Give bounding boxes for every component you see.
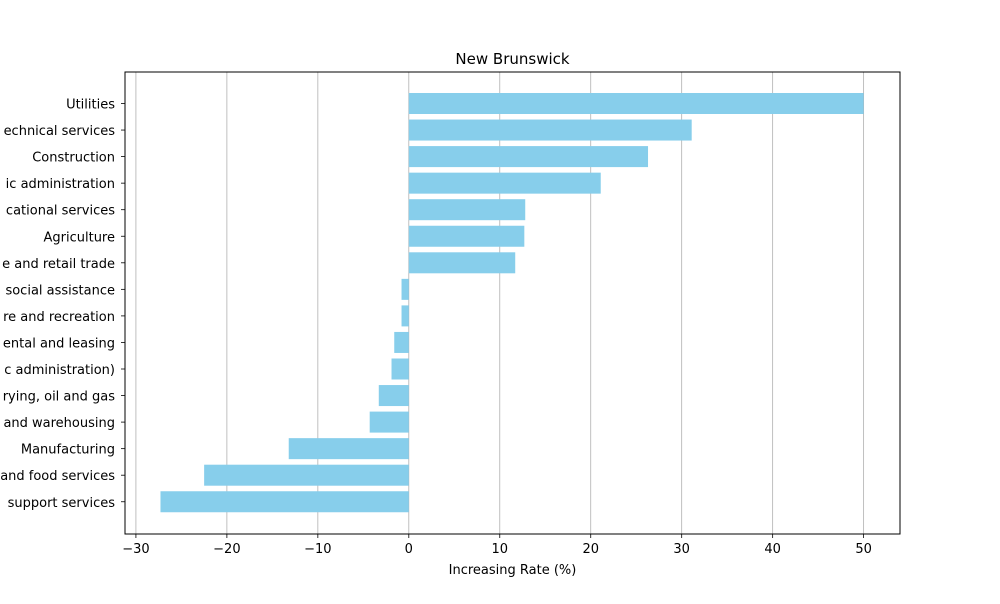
bar — [408, 119, 692, 141]
x-tick-label: −30 — [122, 542, 149, 557]
bar — [408, 93, 864, 114]
bar — [394, 331, 409, 353]
bar — [401, 278, 409, 300]
x-axis-ticks: −30 −20 −10 0 10 20 30 40 50 — [122, 534, 872, 557]
category-label: and food services — [0, 469, 115, 484]
bar — [378, 385, 409, 407]
category-label: ic administration — [6, 177, 115, 192]
category-label: echnical services — [4, 124, 116, 139]
bar — [288, 438, 409, 460]
category-label: Manufacturing — [21, 443, 115, 458]
x-tick-label: 50 — [855, 542, 872, 557]
bar — [408, 199, 526, 221]
category-label: rying, oil and gas — [3, 390, 116, 405]
category-label: Utilities — [66, 98, 115, 113]
bar — [160, 491, 409, 513]
category-label: support services — [8, 496, 116, 511]
category-label: Agriculture — [44, 230, 116, 245]
category-label: re and recreation — [3, 310, 115, 325]
plot-frame — [124, 71, 901, 535]
bar — [391, 358, 409, 380]
x-tick-label: −10 — [304, 542, 331, 557]
bar — [369, 411, 409, 433]
bar — [408, 225, 525, 247]
x-axis-label: Increasing Rate (%) — [449, 563, 577, 578]
x-tick-label: 0 — [405, 542, 413, 557]
category-label: c administration) — [4, 363, 115, 378]
y-axis-category-labels: Utilities echnical services Construction ic… — [0, 98, 125, 511]
chart-title: New Brunswick — [455, 50, 569, 68]
category-label: Construction — [32, 151, 115, 166]
x-tick-label: 30 — [673, 542, 690, 557]
bar — [408, 252, 516, 274]
category-label: e and retail trade — [2, 257, 115, 272]
bar — [408, 146, 649, 168]
bar — [408, 172, 601, 194]
x-tick-label: 10 — [491, 542, 508, 557]
bar — [401, 305, 409, 327]
category-label: social assistance — [5, 283, 115, 298]
x-tick-label: 40 — [764, 542, 781, 557]
x-tick-label: −20 — [213, 542, 240, 557]
bars — [160, 93, 864, 513]
category-label: cational services — [6, 204, 115, 219]
category-label: ental and leasing — [3, 336, 115, 351]
category-label: and warehousing — [3, 416, 115, 431]
bar — [204, 464, 409, 486]
x-tick-label: 20 — [582, 542, 599, 557]
